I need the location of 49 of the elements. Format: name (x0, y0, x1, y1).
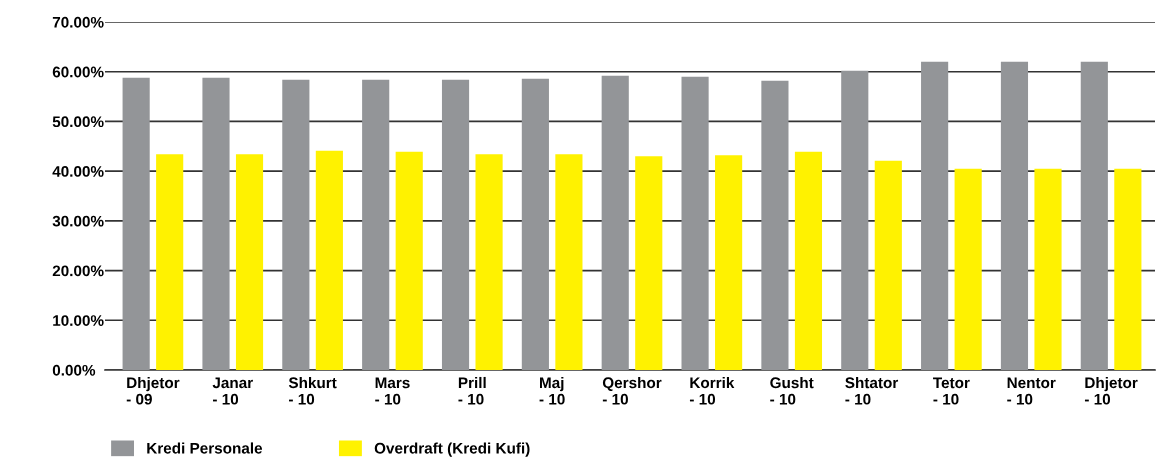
x-tick-label: Shtator - 10 (845, 376, 899, 405)
y-tick-label: 40.00% (52, 166, 104, 177)
x-tick-label: Mars - 10 (375, 377, 410, 405)
x-tick-label: Janar - 10 (212, 377, 253, 405)
bar (1080, 61, 1108, 370)
x-tick-label: Qershor - 10 (602, 376, 662, 405)
bar (555, 154, 583, 370)
bar (202, 77, 230, 370)
bar (681, 76, 709, 370)
bar (156, 154, 184, 370)
y-tick-label: 30.00% (52, 215, 104, 227)
y-tick-label: 70.00% (52, 16, 104, 28)
bar (921, 61, 949, 370)
legend-label: Overdraft (Kredi Kufi) (374, 442, 530, 457)
bar (761, 80, 789, 370)
x-tick-label: Maj - 10 (539, 376, 565, 405)
bar (395, 151, 423, 370)
bar (874, 160, 902, 370)
bar (441, 79, 470, 370)
bar (235, 154, 264, 370)
y-tick-label: 50.00% (52, 116, 104, 128)
x-tick-label: Gusht - 10 (770, 376, 814, 405)
y-tick-label: 0.00% (52, 364, 96, 376)
x-tick-label: Dhjetor - 10 (1084, 376, 1138, 405)
y-tick-label: 20.00% (52, 265, 104, 277)
bar (841, 70, 869, 370)
bar (475, 154, 503, 370)
bar (282, 79, 310, 370)
bar (794, 151, 823, 370)
bar (315, 150, 343, 370)
y-tick-label: 60.00% (52, 66, 104, 78)
x-tick-label: Prill - 10 (458, 376, 486, 405)
bar (954, 168, 982, 370)
x-tick-label: Shkurt - 10 (288, 376, 337, 405)
y-tick-label: 10.00% (53, 315, 104, 326)
bar (362, 79, 390, 370)
x-tick-label: Korrik - 10 (689, 376, 735, 405)
x-tick-label: Nentor - 10 (1007, 377, 1056, 405)
bar (635, 156, 663, 370)
bar (521, 78, 549, 370)
bar (1114, 168, 1142, 370)
bar (1000, 61, 1029, 370)
legend-label: Kredi Personale (147, 442, 263, 454)
x-tick-label: Tetor - 10 (933, 377, 970, 405)
bar (122, 77, 150, 370)
x-tick-label: Dhjetor - 09 (126, 376, 180, 405)
bar (1034, 168, 1062, 370)
bar (715, 155, 743, 370)
bar (601, 75, 629, 370)
